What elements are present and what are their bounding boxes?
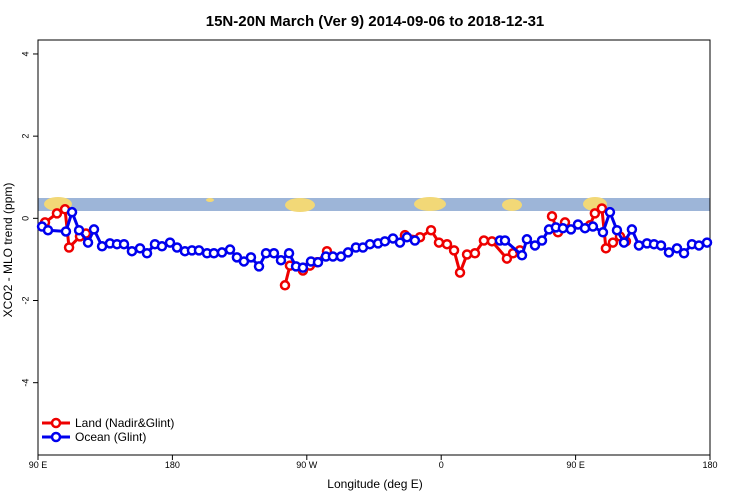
data-point xyxy=(461,249,473,260)
data-point xyxy=(134,243,146,254)
data-point xyxy=(604,206,616,218)
data-point xyxy=(126,245,138,257)
data-point xyxy=(454,267,466,278)
data-point xyxy=(655,240,667,251)
data-point xyxy=(589,208,601,219)
y-tick-label: 0 xyxy=(20,216,30,221)
y-tick-label: -4 xyxy=(20,379,30,387)
legend-label: Ocean (Glint) xyxy=(75,430,146,444)
data-point xyxy=(516,250,528,261)
plot-frame xyxy=(37,39,711,456)
data-point xyxy=(701,237,713,248)
legend-item: Ocean (Glint) xyxy=(42,430,146,444)
data-point xyxy=(626,224,638,235)
x-axis-label: Longitude (deg E) xyxy=(327,477,422,491)
y-tick-label: 4 xyxy=(20,51,30,56)
data-point xyxy=(216,247,228,258)
data-point xyxy=(208,248,220,259)
data-point xyxy=(529,240,541,251)
data-point xyxy=(283,248,295,259)
data-point xyxy=(82,237,94,248)
data-point xyxy=(394,237,406,248)
data-point xyxy=(587,221,599,232)
legend-marker xyxy=(50,417,62,429)
legend-marker xyxy=(50,431,62,443)
data-point xyxy=(275,254,287,266)
x-tick-label: 90 E xyxy=(29,460,48,470)
data-point xyxy=(448,245,460,256)
data-point xyxy=(171,242,183,253)
data-point xyxy=(164,237,176,248)
data-point xyxy=(66,206,78,218)
data-point xyxy=(607,237,619,248)
x-tick-label: 180 xyxy=(702,460,717,470)
data-point xyxy=(279,280,291,291)
data-point xyxy=(63,242,75,253)
data-point xyxy=(521,234,533,245)
data-point xyxy=(60,226,72,237)
data-point xyxy=(268,248,280,259)
data-point xyxy=(118,238,130,250)
legend-label: Land (Nadir&Glint) xyxy=(75,416,174,430)
data-point xyxy=(245,252,257,263)
x-tick-label: 90 W xyxy=(296,460,318,470)
x-tick-label: 180 xyxy=(165,460,180,470)
data-point xyxy=(156,241,168,252)
data-point xyxy=(557,222,569,234)
data-point xyxy=(671,243,683,254)
data-point xyxy=(51,208,63,219)
data-point xyxy=(193,245,205,256)
data-point xyxy=(42,224,54,236)
data-point xyxy=(565,224,577,235)
data-point xyxy=(501,253,513,264)
data-point xyxy=(73,224,85,236)
y-tick-label: -2 xyxy=(20,296,30,304)
data-point xyxy=(425,224,437,236)
data-point xyxy=(141,248,153,259)
data-point xyxy=(342,247,354,258)
data-point xyxy=(478,235,490,246)
data-point xyxy=(499,235,511,246)
data-point xyxy=(433,237,445,248)
legend-item: Land (Nadir&Glint) xyxy=(42,416,174,430)
data-point xyxy=(536,235,548,246)
data-point xyxy=(596,203,608,214)
data-point xyxy=(611,224,623,236)
y-tick-label: 2 xyxy=(20,134,30,139)
data-point xyxy=(224,244,236,255)
data-point xyxy=(693,240,705,251)
data-point xyxy=(469,248,481,259)
data-point xyxy=(663,247,675,258)
data-point xyxy=(409,235,421,246)
data-point xyxy=(597,227,609,238)
data-point xyxy=(253,261,265,272)
y-axis-label: XCO2 - MLO trend (ppm) xyxy=(1,183,15,318)
data-point xyxy=(88,224,100,235)
data-point xyxy=(364,238,376,250)
data-point xyxy=(678,248,690,259)
data-point xyxy=(633,240,645,251)
data-point xyxy=(618,237,630,248)
data-point xyxy=(546,211,558,222)
data-point xyxy=(327,251,339,262)
data-point xyxy=(600,243,612,254)
x-tick-label: 90 E xyxy=(566,460,585,470)
x-tick-label: 0 xyxy=(439,460,444,470)
data-point xyxy=(379,236,391,247)
data-point xyxy=(312,257,324,268)
data-point xyxy=(441,238,453,250)
map-strip xyxy=(38,197,710,212)
data-point xyxy=(297,262,309,273)
chart-title: 15N-20N March (Ver 9) 2014-09-06 to 2018… xyxy=(206,13,545,30)
